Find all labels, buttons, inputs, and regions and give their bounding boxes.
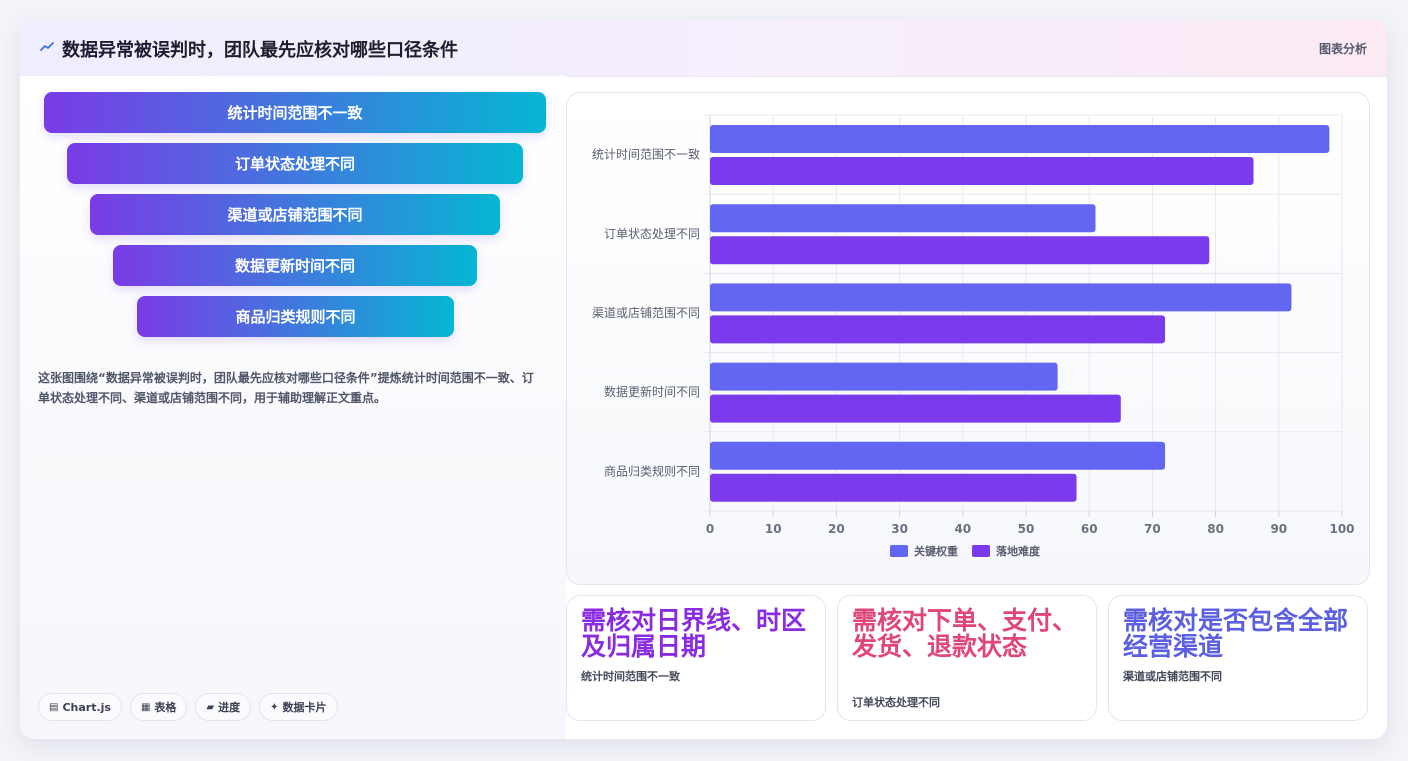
chart-container: 0 10 20 30 40 50 60 70 80 90 100 统计时间范围不一致订单状态处理不同渠…: [566, 92, 1370, 585]
stat-card: 需核对下单、支付、发货、退款状态 订单状态处理不同: [837, 595, 1097, 721]
stat-value: 需核对下单、支付、发货、退款状态: [852, 606, 1078, 661]
page-title: 数据异常被误判时，团队最先应核对哪些口径条件: [62, 40, 458, 61]
funnel-step: 统计时间范围不一致: [44, 92, 546, 133]
bar: [710, 394, 1121, 423]
bar: [710, 236, 1210, 265]
stat-card: 需核对日界线、时区及归属日期 统计时间范围不一致: [566, 595, 826, 721]
x-tick-label: 100: [1329, 522, 1354, 536]
bar-chart: 0 10 20 30 40 50 60 70 80 90 100 统计时间范围不一致订单状态处理不同渠…: [592, 114, 1355, 558]
tag-data-card[interactable]: ✦ 数据卡片: [259, 693, 338, 721]
x-tick-label: 70: [1144, 522, 1161, 536]
progress-icon: ▰: [206, 701, 215, 713]
legend-label: 落地难度: [996, 544, 1041, 558]
stat-value: 需核对是否包含全部经营渠道: [1123, 606, 1349, 661]
tag-progress[interactable]: ▰ 进度: [195, 693, 252, 721]
y-tick-label: 订单状态处理不同: [604, 227, 700, 241]
x-tick-label: 40: [954, 522, 971, 536]
funnel-step: 数据更新时间不同: [113, 245, 477, 286]
stat-card: 需核对是否包含全部经营渠道 渠道或店铺范围不同: [1108, 595, 1368, 721]
legend-label: 关键权重: [914, 544, 958, 558]
main-card: 数据异常被误判时，团队最先应核对哪些口径条件 图表分析 统计时间范围不一致 订单…: [20, 20, 1387, 739]
trend-icon: [40, 42, 54, 51]
y-tick-label: 商品归类规则不同: [604, 463, 700, 478]
x-tick-label: 90: [1270, 522, 1287, 536]
bar: [710, 441, 1166, 470]
x-tick-label: 10: [765, 522, 782, 536]
funnel-step: 商品归类规则不同: [137, 296, 454, 337]
chart-description: 这张图围绕“数据异常被误判时，团队最先应核对哪些口径条件”提炼统计时间范围不一致…: [38, 371, 534, 405]
tag-label: 数据卡片: [282, 701, 327, 714]
tag-list: ▤ Chart.js ▦ 表格 ▰ 进度 ✦ 数据卡片: [38, 693, 338, 721]
legend-swatch: [972, 545, 990, 557]
tag-table[interactable]: ▦ 表格: [129, 693, 188, 721]
bar: [710, 204, 1096, 233]
bar: [710, 283, 1292, 312]
bar: [710, 315, 1166, 344]
stat-label: 统计时间范围不一致: [581, 670, 680, 683]
bar: [710, 157, 1254, 185]
legend-swatch: [890, 545, 908, 557]
y-tick-label: 渠道或店铺范围不同: [592, 306, 700, 320]
x-tick-label: 30: [891, 522, 908, 536]
chart-icon: ▤: [49, 701, 59, 713]
x-tick-label: 60: [1081, 522, 1098, 536]
funnel-step: 订单状态处理不同: [67, 143, 523, 184]
x-tick-label: 20: [828, 522, 845, 536]
tag-label: Chart.js: [62, 700, 111, 714]
tag-chartjs[interactable]: ▤ Chart.js: [38, 693, 122, 721]
bar: [710, 362, 1058, 391]
stat-label: 订单状态处理不同: [852, 696, 940, 709]
bar: [710, 125, 1330, 153]
stat-value: 需核对日界线、时区及归属日期: [581, 606, 807, 661]
sparkle-icon: ✦: [270, 701, 279, 713]
table-icon: ▦: [140, 701, 151, 713]
x-tick-label: 50: [1018, 522, 1035, 536]
y-tick-label: 数据更新时间不同: [604, 384, 700, 399]
bar: [710, 473, 1077, 502]
section-tag: 图表分析: [1318, 42, 1367, 56]
stat-label: 渠道或店铺范围不同: [1123, 670, 1222, 683]
left-panel: 统计时间范围不一致 订单状态处理不同 渠道或店铺范围不同 数据更新时间不同 商品…: [20, 76, 566, 739]
y-tick-label: 统计时间范围不一致: [592, 148, 700, 162]
header-bar: 数据异常被误判时，团队最先应核对哪些口径条件 图表分析: [20, 20, 1387, 77]
x-tick-label: 0: [706, 522, 714, 536]
tag-label: 表格: [154, 701, 177, 714]
funnel-step: 渠道或店铺范围不同: [90, 194, 500, 235]
tag-label: 进度: [218, 701, 241, 714]
x-tick-label: 80: [1207, 522, 1224, 536]
